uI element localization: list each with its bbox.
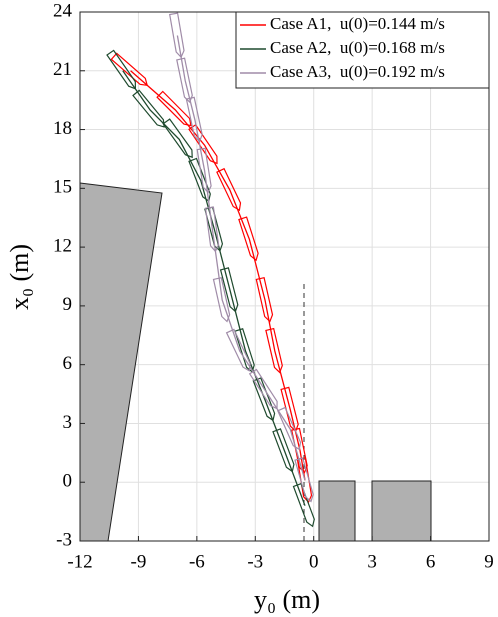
legend-label: Case A3, u(0)=0.192 m/s: [270, 62, 445, 81]
ship-outline: [185, 96, 203, 143]
x-tick-label: 0: [309, 551, 319, 572]
ship-outline: [204, 206, 220, 253]
y-tick-label: 6: [63, 353, 73, 374]
legend-box: [235, 11, 490, 89]
ship-outline: [132, 89, 165, 128]
x-axis-label: y₀ (m): [254, 585, 320, 614]
obstacle: [79, 182, 163, 542]
x-tick-label: -12: [67, 551, 92, 572]
ship-outline: [219, 267, 239, 313]
ship-outline: [265, 327, 283, 374]
y-tick-label: 3: [63, 412, 73, 433]
ship-outline: [294, 457, 314, 503]
y-tick-label: 15: [53, 177, 72, 198]
ship-outline: [280, 386, 299, 433]
ship-outline: [248, 368, 278, 410]
y-tick-label: -3: [56, 529, 72, 550]
ship-outline: [169, 12, 185, 59]
x-tick-label: 3: [367, 551, 377, 572]
ship-outline: [162, 118, 193, 159]
ship-outline: [238, 216, 259, 262]
x-tick-label: 6: [426, 551, 436, 572]
x-tick-label: -3: [247, 551, 263, 572]
ship-outline: [292, 482, 315, 528]
x-tick-label: -9: [131, 551, 147, 572]
dock: [318, 480, 356, 542]
y-tick-label: 21: [53, 59, 72, 80]
ship-outline: [216, 167, 242, 212]
ship-outline: [196, 147, 212, 194]
x-tick-label: 9: [484, 551, 494, 572]
trajectory: [176, 35, 306, 481]
y-tick-label: 9: [63, 294, 73, 315]
y-tick-label: 0: [63, 471, 73, 492]
ship-outline: [225, 328, 251, 372]
ship-outline: [106, 49, 137, 90]
legend-label: Case A1, u(0)=0.144 m/s: [270, 14, 445, 33]
legend-label: Case A2, u(0)=0.168 m/s: [270, 38, 445, 57]
dock: [371, 480, 432, 542]
y-tick-label: 18: [53, 118, 72, 139]
ship-outline: [212, 276, 231, 323]
y-tick-label: 12: [53, 235, 72, 256]
data-layer: [106, 12, 315, 528]
ship-outline: [272, 428, 295, 473]
y-tick-label: 24: [53, 0, 73, 21]
ship-outline: [110, 52, 149, 87]
trajectory: [130, 70, 306, 481]
ship-outline: [255, 276, 274, 323]
trajectory: [122, 70, 306, 506]
y-axis-label: x₀ (m): [5, 244, 34, 310]
x-tick-label: -6: [189, 551, 205, 572]
ship-outline: [277, 406, 302, 451]
